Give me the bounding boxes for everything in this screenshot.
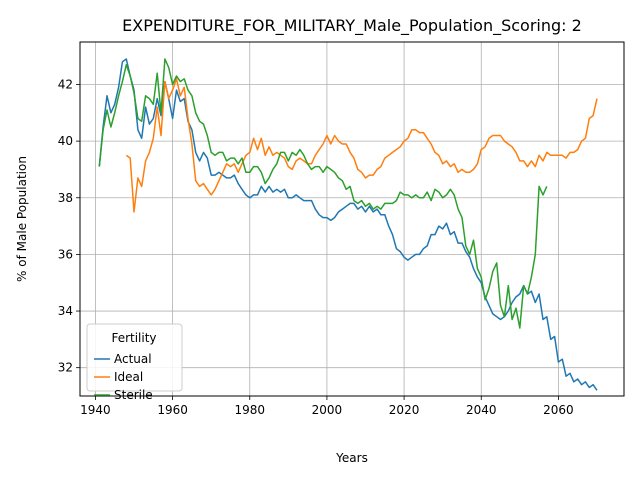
axis-ticks: 1940 1960 1980 2000 2020 2040 2060 32 34 36 38 40 42	[58, 77, 574, 417]
series-line-ideal	[125, 78, 598, 213]
legend: Fertility Actual Ideal Sterile	[86, 323, 183, 402]
x-tick-label: 1940	[80, 403, 111, 417]
y-axis-label: % of Male Population	[15, 156, 29, 282]
x-tick-label: 1980	[234, 403, 265, 417]
x-axis-label: Years	[335, 451, 368, 465]
series-line-sterile	[98, 58, 548, 329]
x-tick-label: 2020	[389, 403, 420, 417]
legend-box	[86, 323, 183, 392]
y-tick-label: 36	[58, 247, 73, 261]
x-tick-label: 1960	[157, 403, 188, 417]
plot-frame	[79, 41, 625, 397]
x-tick-label: 2040	[466, 403, 497, 417]
series-lines	[98, 58, 598, 391]
chart-title: EXPENDITURE_FOR_MILITARY_Male_Population…	[122, 16, 582, 36]
legend-title: Fertility	[111, 331, 156, 345]
legend-label-actual: Actual	[114, 352, 152, 366]
x-tick-label: 2000	[312, 403, 343, 417]
legend-items: Actual Ideal Sterile	[94, 352, 153, 402]
legend-label-sterile: Sterile	[114, 388, 153, 402]
legend-label-ideal: Ideal	[114, 370, 143, 384]
y-tick-label: 38	[58, 191, 73, 205]
y-tick-label: 32	[58, 361, 73, 375]
x-tick-label: 2060	[543, 403, 574, 417]
y-tick-label: 40	[58, 134, 73, 148]
series-line-actual	[98, 58, 598, 391]
y-tick-label: 42	[58, 77, 73, 91]
y-tick-label: 34	[58, 304, 73, 318]
